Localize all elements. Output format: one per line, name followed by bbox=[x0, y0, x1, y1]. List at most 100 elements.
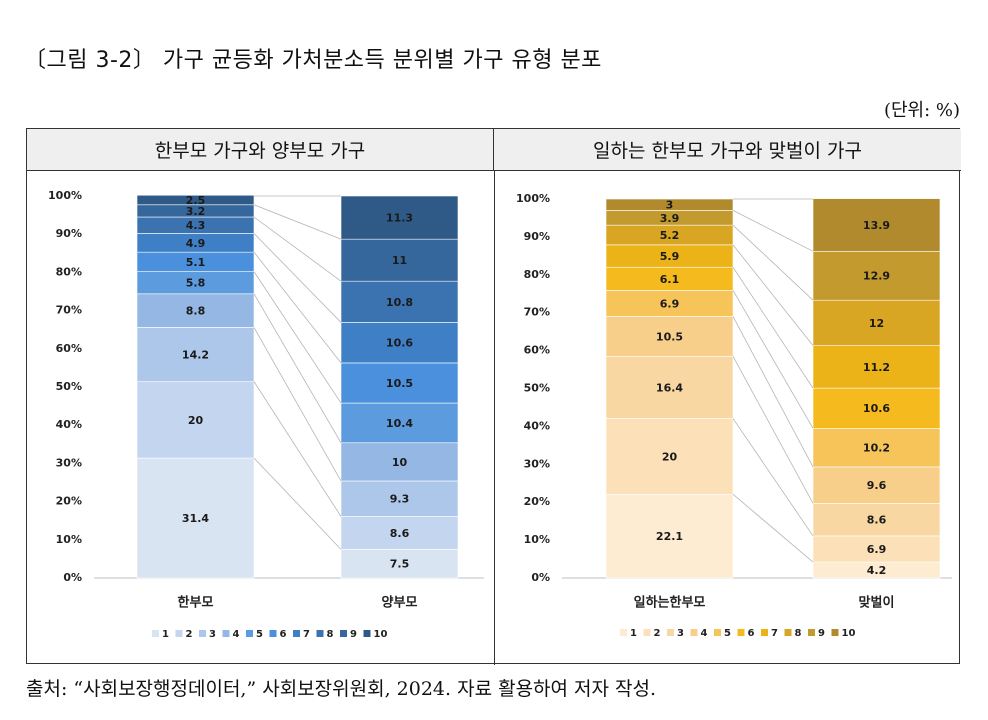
bar-segment bbox=[605, 316, 734, 357]
data-label: 8.8 bbox=[186, 305, 206, 318]
y-tick-label: 60% bbox=[56, 342, 82, 355]
connector-line bbox=[253, 457, 342, 550]
connector-line bbox=[732, 224, 814, 301]
legend-label: 1 bbox=[630, 628, 637, 639]
bar-segment bbox=[340, 516, 459, 550]
data-label: 5.9 bbox=[660, 250, 680, 263]
legend-label: 10 bbox=[374, 629, 388, 640]
legend-swatch bbox=[808, 629, 815, 636]
legend-swatch bbox=[620, 629, 627, 636]
legend-swatch bbox=[714, 629, 721, 636]
legend-label: 3 bbox=[677, 628, 684, 639]
y-tick-label: 90% bbox=[56, 227, 82, 240]
legend-label: 3 bbox=[209, 629, 216, 640]
y-tick-label: 70% bbox=[524, 306, 550, 319]
legend-label: 10 bbox=[842, 628, 856, 639]
data-label: 6.9 bbox=[867, 543, 887, 556]
connector-line bbox=[732, 210, 814, 252]
data-label: 3 bbox=[666, 199, 674, 212]
legend-label: 4 bbox=[233, 629, 240, 640]
data-label: 10.5 bbox=[656, 330, 683, 343]
data-label: 16.4 bbox=[656, 381, 683, 394]
legend-swatch bbox=[293, 630, 300, 637]
legend-label: 1 bbox=[162, 629, 169, 640]
data-label: 7.5 bbox=[390, 558, 410, 571]
legend-label: 8 bbox=[327, 629, 334, 640]
bar-segment bbox=[812, 387, 941, 429]
data-label: 5.8 bbox=[186, 277, 206, 290]
category-label: 양부모 bbox=[382, 596, 418, 611]
data-label: 10.6 bbox=[386, 337, 413, 350]
legend-label: 2 bbox=[186, 629, 193, 640]
unit-label: (단위: %) bbox=[883, 100, 960, 121]
data-label: 11 bbox=[392, 254, 407, 267]
legend-swatch bbox=[199, 630, 206, 637]
category-label: 한부모 bbox=[178, 595, 214, 611]
y-tick-label: 40% bbox=[524, 419, 550, 432]
y-tick-label: 70% bbox=[56, 304, 82, 317]
legend-swatch bbox=[690, 629, 698, 636]
legend-swatch bbox=[761, 629, 768, 636]
legend-label: 6 bbox=[280, 629, 287, 640]
data-label: 22.1 bbox=[656, 530, 683, 543]
bar-segment bbox=[605, 418, 734, 495]
y-tick-label: 50% bbox=[524, 382, 550, 395]
connector-line bbox=[732, 266, 814, 389]
legend-swatch bbox=[667, 629, 674, 636]
data-label: 10.6 bbox=[863, 402, 890, 415]
data-label: 8.6 bbox=[390, 527, 410, 540]
connector-line bbox=[732, 493, 814, 563]
y-tick-label: 0% bbox=[531, 571, 550, 584]
data-label: 10.5 bbox=[386, 377, 413, 390]
legend-swatch bbox=[175, 630, 183, 637]
bar-segment bbox=[136, 327, 255, 382]
bar-segment bbox=[340, 195, 459, 240]
bar-segment bbox=[605, 355, 734, 419]
data-label: 14.2 bbox=[182, 349, 209, 362]
y-tick-label: 80% bbox=[56, 265, 82, 278]
legend-label: 7 bbox=[303, 629, 310, 640]
bar-segment bbox=[136, 293, 255, 328]
bar-segment bbox=[340, 362, 459, 404]
data-label: 11.3 bbox=[386, 212, 413, 225]
data-label: 12.9 bbox=[863, 270, 890, 283]
y-tick-label: 10% bbox=[524, 533, 550, 546]
connector-line bbox=[253, 327, 342, 482]
bar-segment bbox=[136, 194, 255, 206]
legend-swatch bbox=[222, 630, 230, 637]
y-tick-label: 30% bbox=[524, 457, 550, 470]
data-label: 11.2 bbox=[863, 361, 890, 374]
data-label: 6.9 bbox=[660, 297, 680, 310]
y-tick-label: 20% bbox=[56, 495, 82, 508]
y-tick-label: 30% bbox=[56, 456, 82, 469]
data-label: 31.4 bbox=[182, 512, 209, 525]
legend-label: 4 bbox=[701, 628, 708, 639]
legend-label: 7 bbox=[771, 628, 778, 639]
figure-title: 〔그림 3-2〕 가구 균등화 가처분소득 분위별 가구 유형 분포 bbox=[24, 48, 602, 73]
data-label: 10.4 bbox=[386, 417, 413, 430]
legend-label: 9 bbox=[350, 629, 357, 640]
legend-swatch bbox=[152, 630, 159, 637]
data-label: 4.3 bbox=[186, 219, 206, 232]
bar-segment bbox=[136, 457, 255, 579]
data-label: 2.5 bbox=[186, 194, 206, 207]
legend-swatch bbox=[363, 630, 371, 637]
bar-segment bbox=[812, 427, 941, 468]
data-label: 10.8 bbox=[386, 296, 413, 309]
y-tick-label: 90% bbox=[524, 230, 550, 243]
bar-segment bbox=[340, 549, 459, 579]
y-tick-label: 0% bbox=[63, 571, 82, 584]
legend-label: 9 bbox=[818, 628, 825, 639]
legend-swatch bbox=[643, 629, 651, 636]
data-label: 3.9 bbox=[660, 212, 680, 225]
legend-swatch bbox=[737, 629, 745, 636]
bar-segment bbox=[812, 503, 941, 537]
connector-line bbox=[732, 244, 814, 346]
y-tick-label: 20% bbox=[524, 495, 550, 508]
bar-segment bbox=[605, 198, 734, 211]
y-tick-label: 40% bbox=[56, 418, 82, 431]
bar-segment bbox=[340, 480, 459, 517]
connector-line bbox=[253, 381, 342, 517]
legend-swatch bbox=[340, 630, 347, 637]
